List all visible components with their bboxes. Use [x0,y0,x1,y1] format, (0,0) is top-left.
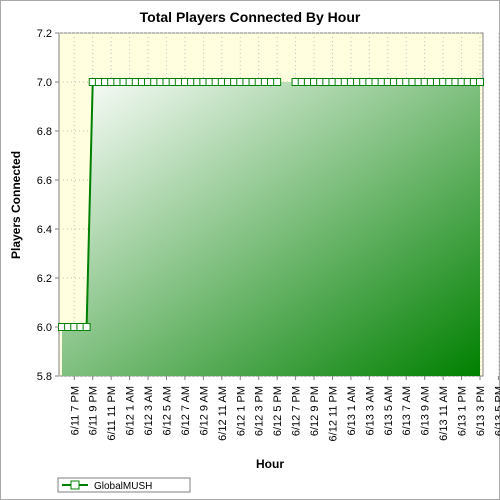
x-tick-label: 6/12 3 AM [143,386,155,436]
legend-box [57,477,191,493]
x-tick-label: 6/13 1 PM [457,386,469,436]
y-axis-ticks: 5.8 6.0 6.2 6.4 6.6 6.8 7.0 7.2 [37,28,59,383]
x-tick-label: 6/13 5 AM [383,386,395,436]
x-tick-label: 6/13 3 AM [364,386,376,436]
x-tick-label: 6/12 1 AM [125,386,137,436]
legend-label-globalmush: GlobalMUSH [94,481,152,492]
x-tick-label: 6/12 5 PM [272,386,284,436]
x-tick-label: 6/12 3 PM [254,386,266,436]
data-point [273,78,282,86]
y-axis-title: Players Connected [9,151,23,259]
legend: GlobalMUSH [57,477,191,493]
y-tick-label: 6.4 [37,224,52,236]
x-tick-label: 6/11 9 PM [88,386,100,435]
x-tick-label: 6/12 7 PM [291,386,303,436]
x-tick-label: 6/12 9 PM [309,386,321,436]
y-tick-label: 6.6 [37,175,52,187]
y-tick-label: 7.0 [37,77,52,89]
x-tick-label: 6/11 11 PM [106,386,118,441]
y-tick-label: 5.8 [37,371,52,383]
x-tick-label: 6/12 1 PM [235,386,247,436]
y-tick-label: 6.8 [37,126,52,138]
x-tick-label: 6/12 7 AM [180,386,192,436]
x-tick-label: 6/13 11 AM [438,386,450,441]
x-tick-label: 6/13 9 AM [420,386,432,436]
x-tick-label: 6/13 3 PM [475,386,487,436]
y-tick-label: 7.2 [37,28,52,40]
x-tick-label: 6/13 1 AM [346,386,358,436]
x-tick-label: 6/13 7 AM [401,386,413,436]
series-markers [58,78,484,331]
x-tick-label: 6/13 5 PM [493,386,500,436]
data-point [476,78,484,86]
x-tick-label: 6/11 7 PM [69,386,81,435]
x-tick-label: 6/12 11 AM [217,386,229,441]
x-tick-label: 6/12 11 PM [327,386,339,441]
y-tick-label: 6.2 [37,273,52,285]
data-point [82,323,91,331]
series-area-globalmush [62,82,480,376]
x-tick-label: 6/12 9 AM [198,386,210,436]
x-axis-ticks: 6/11 7 PM 6/11 9 PM 6/11 11 PM 6/12 1 AM 6/1… [69,376,500,441]
legend-marker [70,480,80,490]
x-tick-label: 6/12 5 AM [162,386,174,436]
y-tick-label: 6.0 [37,322,52,334]
x-axis-title: Hour [256,457,284,471]
chart-title: Total Players Connected By Hour [140,9,361,25]
